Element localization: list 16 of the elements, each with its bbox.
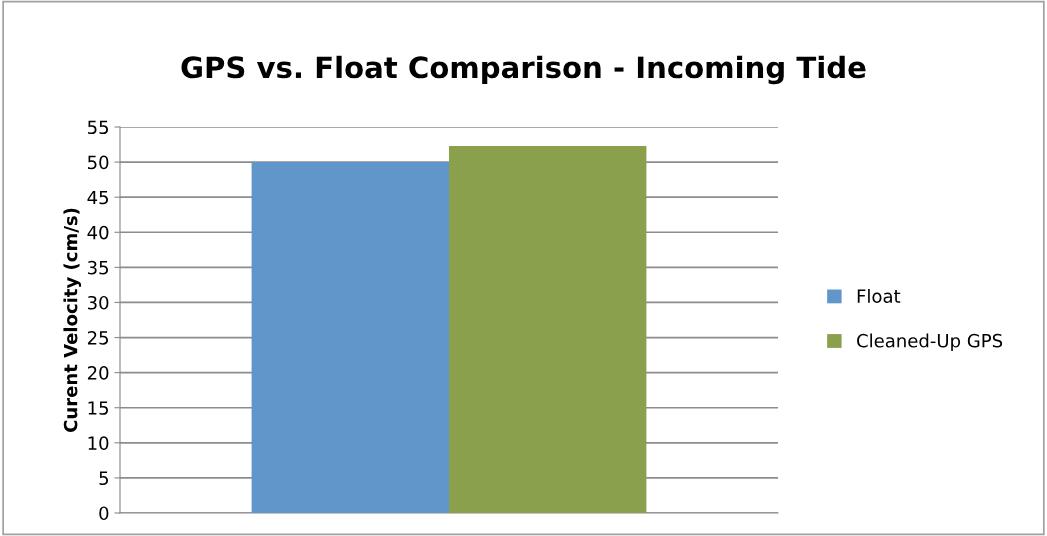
legend-label: Float xyxy=(857,288,901,303)
y-tick-label: 35 xyxy=(87,260,109,275)
chart-title: GPS vs. Float Comparison - Incoming Tide xyxy=(181,55,866,85)
y-tick-label: 0 xyxy=(99,506,109,521)
y-axis-title: Curent Velocity (cm/s) xyxy=(63,208,82,432)
y-tick-label: 5 xyxy=(99,471,109,486)
y-tick-label: 30 xyxy=(87,295,109,310)
y-tick-label: 20 xyxy=(87,366,109,380)
y-tick-label: 40 xyxy=(87,225,109,240)
y-tick-label: 50 xyxy=(88,155,109,170)
y-tick-label: 55 xyxy=(88,120,109,135)
y-tick-label: 45 xyxy=(87,190,109,205)
y-tick-label: 15 xyxy=(88,401,109,415)
legend-label: Cleaned-Up GPS xyxy=(857,333,1003,352)
y-tick-label: 25 xyxy=(87,331,109,345)
y-tick-label: 10 xyxy=(88,436,109,450)
